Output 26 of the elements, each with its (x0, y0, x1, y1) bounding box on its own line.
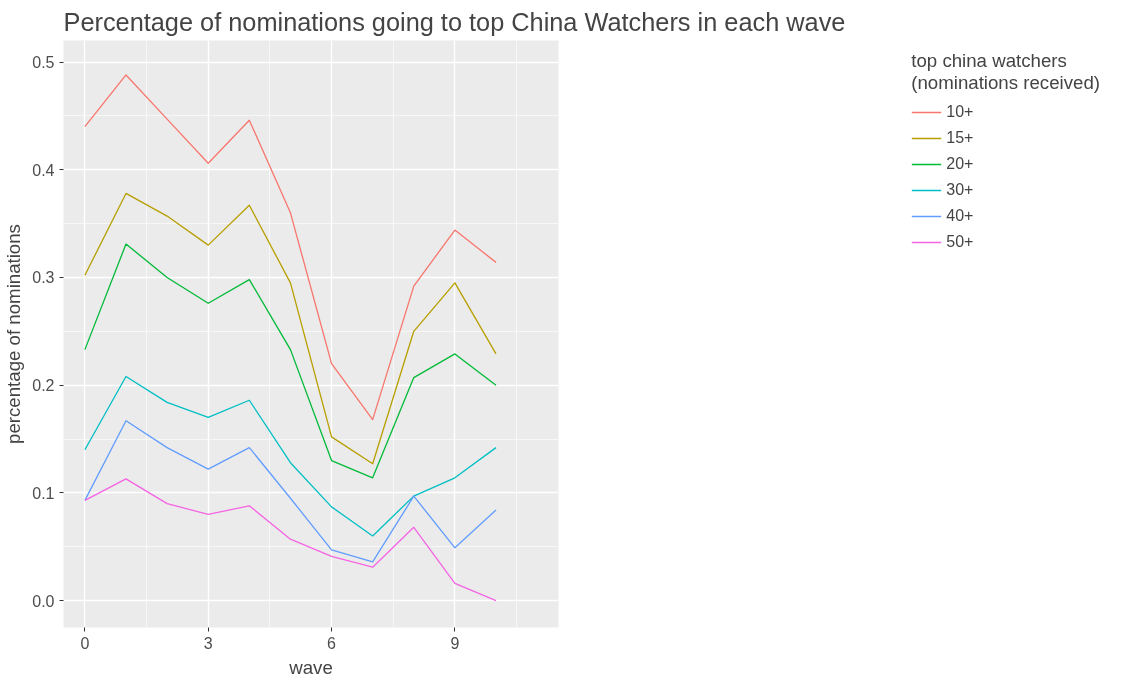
line-series (84, 243, 497, 479)
y-axis-title: percentage of nominations (3, 224, 25, 444)
y-tick-label: 0.3 (32, 269, 55, 287)
line-series (84, 74, 497, 421)
y-tick-label: 0.5 (32, 54, 55, 72)
legend-label: 20+ (946, 154, 974, 174)
legend-label: 30+ (946, 180, 974, 200)
line-series (84, 478, 497, 602)
chart-title: Percentage of nominations going to top China Watchers in each wave (63, 7, 846, 36)
y-tick-label: 0.1 (32, 484, 55, 502)
x-tick-label: 6 (327, 634, 337, 652)
y-tick-label: 0.0 (32, 592, 55, 610)
line-series (84, 192, 497, 465)
legend-label: 15+ (946, 128, 974, 148)
y-tick-label: 0.4 (32, 161, 55, 179)
line-series (84, 420, 497, 563)
line-series (84, 375, 497, 537)
legend-title: top china watchers (nominations received) (911, 50, 1100, 94)
legend-label: 10+ (946, 102, 974, 122)
x-tick-label: 3 (203, 634, 213, 652)
legend-label: 50+ (946, 232, 974, 252)
x-tick-label: 0 (80, 634, 90, 652)
legend-label: 40+ (946, 206, 974, 226)
y-tick-label: 0.2 (32, 377, 55, 395)
x-tick-label: 9 (450, 634, 460, 652)
x-axis-title: wave (288, 656, 333, 678)
